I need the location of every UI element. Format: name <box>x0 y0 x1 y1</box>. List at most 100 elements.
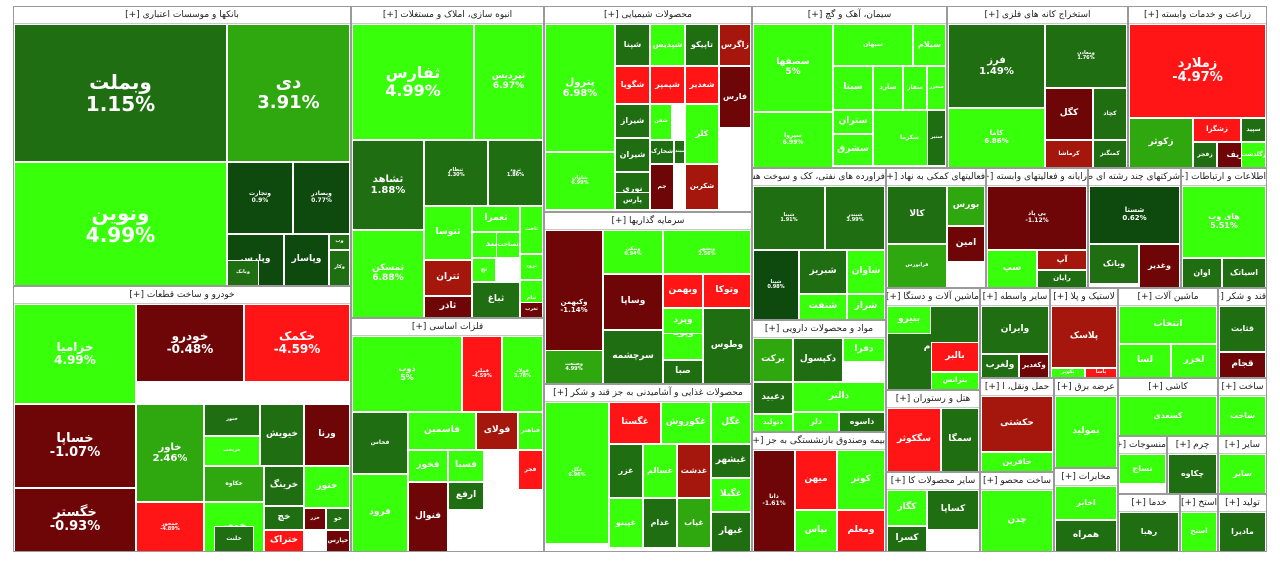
stock-tile[interactable]: ثغرب <box>520 302 543 317</box>
stock-tile[interactable]: سایر <box>1219 454 1266 493</box>
sector-title[interactable]: سایر [+] <box>1219 437 1266 454</box>
stock-tile[interactable]: دکپسول <box>793 338 843 382</box>
sector-title[interactable]: اطلاعات و ارتباطات [+] <box>1182 169 1266 186</box>
stock-tile[interactable]: ثنظام 1.30% <box>424 140 488 206</box>
sector-title[interactable]: فراورده های نفتی، کک و سوخت هسته [+] <box>753 169 885 186</box>
stock-tile[interactable]: لخزر <box>1171 344 1217 377</box>
stock-tile[interactable]: شگویا <box>615 66 650 104</box>
stock-tile[interactable]: شاوان <box>847 250 885 294</box>
sector-title[interactable]: فعالیتهای کمکی به نهاد [+] <box>887 169 985 186</box>
stock-tile[interactable]: وبملت 1.15% <box>14 24 227 162</box>
sector-title[interactable]: کاشی [+] <box>1119 379 1217 396</box>
stock-tile[interactable]: غبهار <box>711 512 751 551</box>
stock-tile[interactable]: بورس <box>947 186 985 226</box>
stock-tile[interactable]: امین <box>947 226 985 262</box>
stock-tile[interactable]: غپینو <box>609 498 643 548</box>
stock-tile[interactable]: فباهنر <box>518 412 543 450</box>
stock-tile[interactable]: پترول 6.98% <box>545 24 615 152</box>
stock-tile[interactable]: ثتران <box>424 260 472 296</box>
stock-tile[interactable]: سیروا 6.99% <box>753 112 833 167</box>
stock-tile[interactable]: وایران <box>981 306 1049 354</box>
stock-tile[interactable]: دی 3.91% <box>227 24 350 162</box>
stock-tile[interactable]: وبهمن <box>663 274 703 308</box>
stock-tile[interactable]: ثساخت <box>496 232 520 258</box>
stock-tile[interactable]: کالا <box>887 186 947 244</box>
stock-tile[interactable]: اسیاتک <box>1222 258 1266 287</box>
stock-tile[interactable]: خکمک -4.59% <box>244 304 350 382</box>
stock-tile[interactable]: غیاب <box>677 498 711 548</box>
stock-tile[interactable]: زملارد -4.97% <box>1129 24 1266 118</box>
stock-tile[interactable]: سشرق <box>833 134 873 166</box>
sector-title[interactable]: ساخت محصو [+] <box>981 473 1053 490</box>
sector-title[interactable]: سیمان، آهک و گچ [+] <box>753 7 946 24</box>
stock-tile[interactable]: نساج <box>1119 454 1166 484</box>
stock-tile[interactable]: غگستا <box>609 402 661 444</box>
stock-tile[interactable]: بپاس <box>795 510 837 551</box>
stock-tile[interactable]: کگل <box>1045 88 1093 140</box>
stock-tile[interactable]: وب <box>329 234 350 250</box>
sector-title[interactable]: رایانه و فعالیتهای وابسته [+] <box>987 169 1087 186</box>
stock-tile[interactable]: شغدیر <box>685 66 719 104</box>
stock-tile[interactable]: وتوکا <box>703 274 751 308</box>
stock-tile[interactable]: ثفارس 4.99% <box>352 24 474 140</box>
stock-tile[interactable]: خگستر -0.93% <box>14 488 136 551</box>
stock-tile[interactable]: شبندر <box>674 140 685 164</box>
stock-tile[interactable]: خپارس <box>326 530 350 551</box>
sector-title[interactable]: محصولات شیمیایی [+] <box>545 7 751 24</box>
stock-tile[interactable]: کچاد <box>1093 88 1127 140</box>
stock-tile[interactable]: های وب 5.51% <box>1182 186 1266 258</box>
stock-tile[interactable]: کگاز <box>887 490 927 526</box>
stock-tile[interactable]: فولای <box>476 412 518 450</box>
stock-tile[interactable]: زگلدشت <box>1241 142 1266 167</box>
stock-tile[interactable]: آپ <box>1037 250 1087 270</box>
stock-tile[interactable]: استخ <box>1181 512 1217 551</box>
stock-tile[interactable]: سمگا <box>941 408 979 471</box>
sector-title[interactable]: لاستیک و پلا [+] <box>1051 289 1117 306</box>
stock-tile[interactable]: ثرود <box>520 254 543 280</box>
stock-tile[interactable]: وبصادر 0.77% <box>293 162 350 234</box>
stock-tile[interactable]: رهبا <box>1119 512 1179 551</box>
sector-title[interactable]: هتل و رستوران [+] <box>887 391 979 408</box>
stock-tile[interactable]: صبا <box>663 360 703 383</box>
stock-tile[interactable]: خاور 2.46% <box>136 404 204 502</box>
stock-tile[interactable]: فسبا <box>448 450 484 482</box>
stock-tile[interactable]: شپنا 0.98% <box>753 250 799 319</box>
stock-tile[interactable]: کوثر <box>837 450 885 510</box>
stock-tile[interactable]: ارفع <box>448 482 484 510</box>
stock-tile[interactable]: دتولید <box>753 414 793 431</box>
stock-tile[interactable]: فملی -4.59% <box>462 336 502 412</box>
stock-tile[interactable]: شپنا <box>615 24 650 66</box>
stock-tile[interactable]: بمولید <box>1055 396 1117 467</box>
stock-tile[interactable]: ثباغ <box>472 282 520 317</box>
stock-tile[interactable]: دفرا <box>843 338 885 362</box>
stock-tile[interactable]: خزامیا 4.99% <box>14 304 136 404</box>
stock-tile[interactable]: پارس <box>615 192 650 210</box>
stock-tile[interactable]: کرماشا <box>1045 140 1093 167</box>
stock-tile[interactable]: شپمپر <box>650 66 685 104</box>
stock-tile[interactable]: سبهان <box>833 24 913 66</box>
stock-tile[interactable]: حافرین <box>981 452 1053 471</box>
stock-tile[interactable]: فرود <box>352 474 408 551</box>
stock-tile[interactable]: سارد <box>873 66 903 110</box>
sector-title[interactable]: ساخت [+] <box>1219 379 1266 396</box>
stock-tile[interactable]: ثمسکن 6.88% <box>352 230 424 317</box>
stock-tile[interactable]: چدن <box>981 490 1053 551</box>
stock-tile[interactable]: دانا -1.61% <box>753 450 795 551</box>
stock-tile[interactable]: وبشهر 2.56% <box>663 230 751 274</box>
stock-tile[interactable]: فنوال <box>408 482 448 551</box>
stock-tile[interactable]: وبانک <box>227 260 259 285</box>
stock-tile[interactable]: سیلام <box>913 24 946 66</box>
stock-tile[interactable]: خساپا -1.07% <box>14 404 136 488</box>
stock-tile[interactable]: فولاد 3.78% <box>502 336 543 412</box>
stock-tile[interactable]: سپ <box>987 250 1037 287</box>
sector-title[interactable]: ماشین آلات و دستگا [+] <box>887 289 979 306</box>
stock-tile[interactable]: ولغرب <box>981 354 1019 377</box>
stock-tile[interactable]: خمحور -4.89% <box>136 502 204 551</box>
sector-title[interactable]: مخابرات [+] <box>1055 469 1117 486</box>
stock-tile[interactable]: غدشت <box>677 444 711 498</box>
sector-title[interactable]: خدما [+] <box>1119 495 1179 512</box>
stock-tile[interactable]: شستا 0.62% <box>1089 186 1180 244</box>
stock-tile[interactable]: کلر <box>685 104 719 164</box>
stock-tile[interactable]: سنیر <box>927 110 946 166</box>
stock-tile[interactable]: ختراک <box>264 530 304 551</box>
